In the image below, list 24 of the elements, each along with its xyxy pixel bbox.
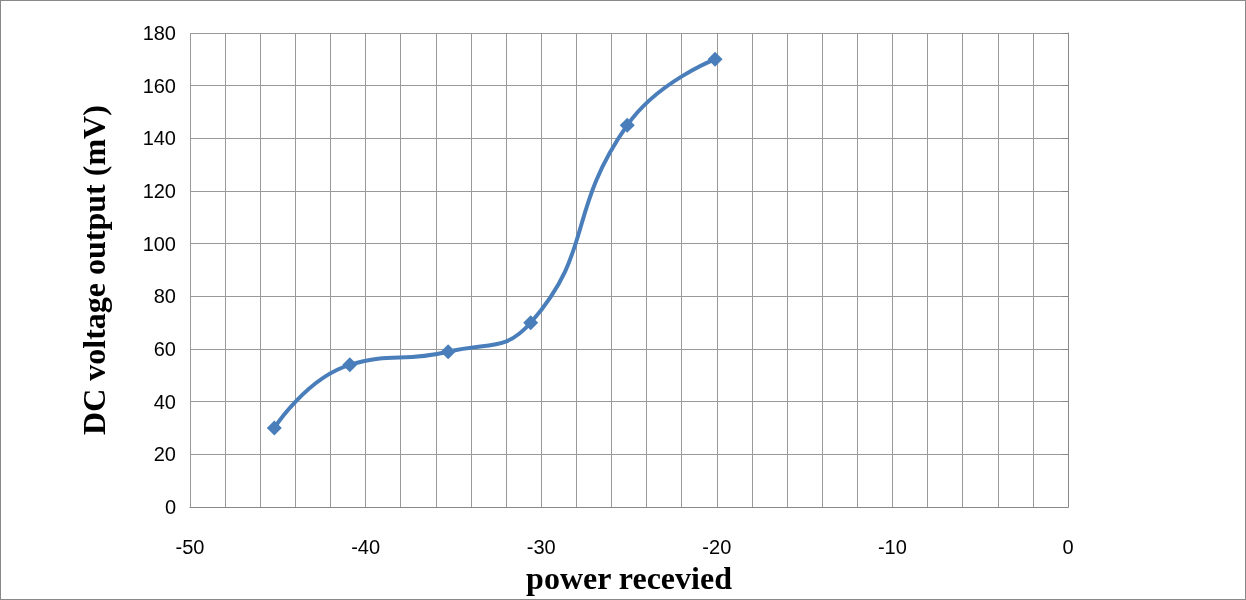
x-tick-label: -20 <box>702 536 732 559</box>
y-tick-label: 100 <box>142 232 176 255</box>
x-tick-label: -50 <box>175 536 205 559</box>
y-tick-label: 0 <box>164 496 176 519</box>
x-axis-title: power recevied <box>526 560 733 596</box>
y-tick-label: 20 <box>153 443 176 466</box>
x-tick-label: -40 <box>351 536 381 559</box>
point <box>707 51 723 67</box>
point <box>523 315 539 331</box>
point <box>266 420 282 436</box>
y-tick-label: 60 <box>153 338 176 361</box>
y-axis-title: DC voltage output (mV) <box>76 105 112 435</box>
y-tick-label: 180 <box>142 22 176 44</box>
x-tick-label: -30 <box>526 536 556 559</box>
point <box>619 117 635 133</box>
y-tick-label: 40 <box>153 390 176 413</box>
x-tick-label: 0 <box>1062 536 1074 559</box>
point <box>440 344 456 360</box>
y-tick-label: 80 <box>153 285 176 308</box>
x-tick-label: -10 <box>877 536 907 559</box>
point <box>342 357 358 373</box>
y-tick-label: 140 <box>142 127 176 150</box>
y-tick-label: 160 <box>142 74 176 97</box>
y-tick-label: 120 <box>142 180 176 203</box>
